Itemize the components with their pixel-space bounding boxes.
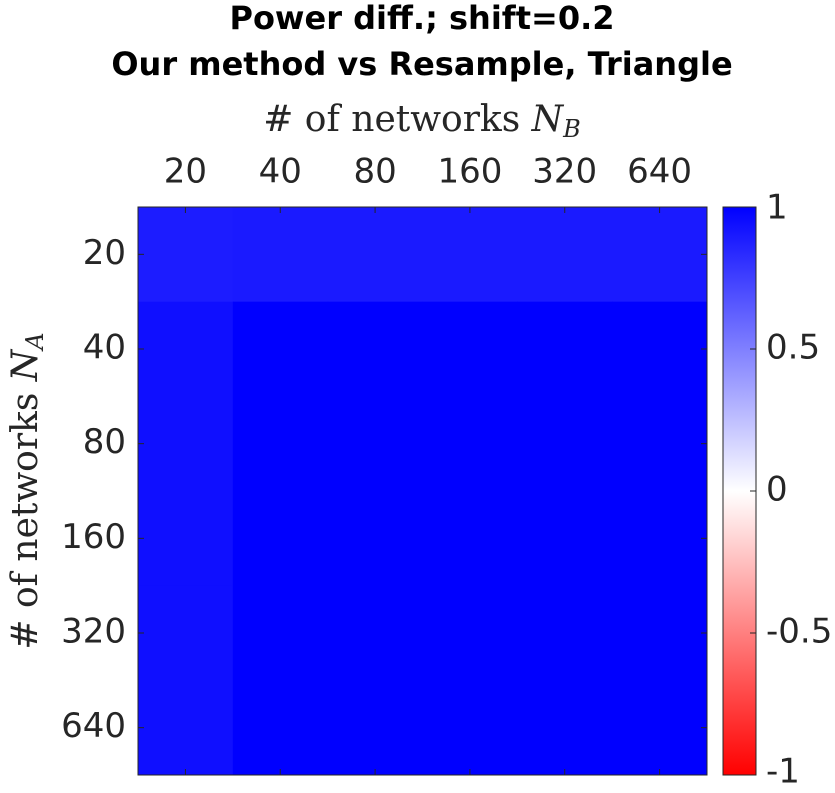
heatmap-cell bbox=[422, 680, 518, 776]
heatmap-cell bbox=[612, 585, 708, 681]
heatmap-cell bbox=[612, 396, 708, 492]
heatmap-cell bbox=[612, 680, 708, 776]
y-axis-label-text: # of networks bbox=[5, 393, 46, 650]
heatmap-cell bbox=[517, 207, 613, 303]
x-axis-label-text: # of networks bbox=[263, 99, 520, 140]
chart-title: Power diff.; shift=0.2 bbox=[229, 0, 614, 37]
y-tick-label: 320 bbox=[61, 612, 126, 652]
heatmap-cell bbox=[422, 207, 518, 303]
heatmap-cell bbox=[232, 585, 329, 681]
heatmap-cell bbox=[138, 207, 234, 303]
colorbar-tick-label: -1 bbox=[766, 752, 800, 792]
y-axis-label-var: N bbox=[5, 348, 46, 382]
heatmap-cell bbox=[327, 396, 423, 492]
x-axis-label-sub: B bbox=[562, 115, 581, 143]
heatmap-cell bbox=[232, 207, 329, 303]
heatmap-cell bbox=[232, 491, 329, 587]
heatmap bbox=[138, 207, 708, 776]
heatmap-cell bbox=[327, 585, 423, 681]
heatmap-cell bbox=[138, 585, 234, 681]
heatmap-cell bbox=[517, 396, 613, 492]
y-tick-label: 80 bbox=[83, 422, 126, 462]
heatmap-cell bbox=[327, 301, 423, 397]
heatmap-cell bbox=[517, 301, 613, 397]
y-tick-label: 20 bbox=[83, 233, 126, 273]
x-tick-label: 80 bbox=[353, 152, 396, 192]
chart-title: Our method vs Resample, Triangle bbox=[111, 45, 732, 83]
y-tick-label: 160 bbox=[61, 517, 126, 557]
heatmap-cell bbox=[138, 491, 234, 587]
heatmap-cell bbox=[422, 491, 518, 587]
heatmap-cell bbox=[612, 207, 708, 303]
plot-frame bbox=[137, 206, 708, 776]
y-axis-label-sub: A bbox=[21, 332, 49, 351]
heatmap-cell bbox=[327, 680, 423, 776]
x-tick-label: 160 bbox=[437, 152, 502, 192]
heatmap-cell bbox=[138, 396, 234, 492]
heatmap-cell bbox=[612, 491, 708, 587]
heatmap-cell bbox=[612, 301, 708, 397]
heatmap-cell bbox=[422, 396, 518, 492]
colorbar-tick-label: 0 bbox=[766, 470, 788, 510]
x-tick-label: 320 bbox=[532, 152, 597, 192]
heatmap-cell bbox=[138, 301, 234, 397]
colorbar-tick-label: 1 bbox=[766, 188, 788, 228]
heatmap-cell bbox=[517, 680, 613, 776]
heatmap-cell bbox=[327, 491, 423, 587]
heatmap-cell bbox=[327, 207, 423, 303]
x-tick-label: 20 bbox=[164, 152, 207, 192]
y-tick-label: 640 bbox=[61, 706, 126, 746]
x-tick-label: 640 bbox=[627, 152, 692, 192]
heatmap-cell bbox=[232, 680, 329, 776]
y-tick-label: 40 bbox=[83, 328, 126, 368]
heatmap-cell bbox=[517, 491, 613, 587]
x-axis-label-var: N bbox=[531, 99, 565, 140]
x-tick-label: 40 bbox=[259, 152, 302, 192]
heatmap-cell bbox=[232, 301, 329, 397]
y-axis-label: # of networks NA bbox=[5, 332, 49, 649]
x-axis-label: # of networks NB bbox=[263, 99, 581, 143]
heatmap-cell bbox=[138, 680, 234, 776]
heatmap-cell bbox=[422, 301, 518, 397]
heatmap-cell bbox=[517, 585, 613, 681]
heatmap-cell bbox=[422, 585, 518, 681]
heatmap-cell bbox=[232, 396, 329, 492]
colorbar-tick-label: 0.5 bbox=[766, 328, 820, 368]
colorbar-tick-label: -0.5 bbox=[766, 612, 832, 652]
